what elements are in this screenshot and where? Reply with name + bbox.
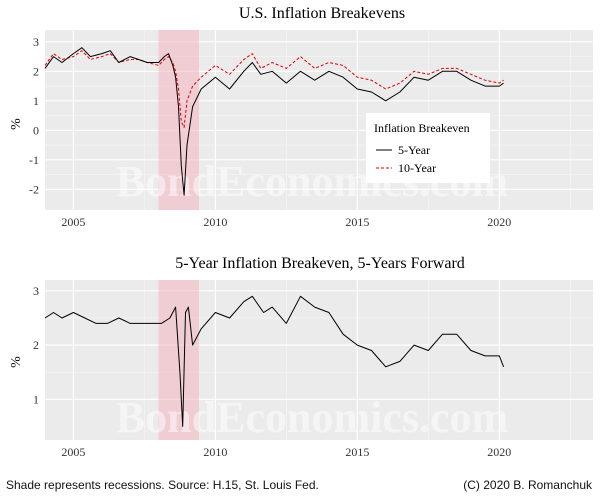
x-tick-label: 2020 (487, 445, 511, 459)
y-tick-label: 2 (33, 338, 39, 352)
y-tick-label: 1 (33, 392, 39, 406)
series-lines (44, 47, 504, 196)
watermark: BondEconomics.com (116, 393, 508, 442)
series-line-breakeven (44, 295, 505, 427)
y-axis-label: % (9, 356, 24, 368)
footer-copyright: (C) 2020 B. Romanchuk (463, 478, 592, 492)
chart-title: U.S. Inflation Breakevens (239, 5, 405, 22)
x-tick-label: 2015 (345, 215, 369, 229)
x-tick-labels: 2005 2010 2015 2020 (61, 445, 511, 459)
y-tick-label: 2 (33, 64, 39, 78)
y-tick-label: 0 (33, 123, 39, 137)
legend: Inflation Breakeven 5-Year 10-Year (366, 113, 490, 183)
chart-title: 5-Year Inflation Breakeven, 5-Years Forw… (175, 255, 465, 272)
series-lines (44, 295, 505, 427)
x-tick-label: 2010 (203, 445, 227, 459)
y-tick-label: 1 (33, 94, 39, 108)
legend-label-5-year: 5-Year (398, 143, 430, 157)
y-axis-label: % (9, 118, 24, 130)
legend-box (366, 113, 490, 183)
x-tick-label: 2010 (203, 215, 227, 229)
y-tick-label: 3 (33, 284, 39, 298)
grid (45, 280, 593, 440)
y-tick-labels: 3 2 1 0 -1 -2 (29, 35, 39, 197)
footer-source-note: Shade represents recessions. Source: H.1… (6, 478, 319, 492)
x-tick-label: 2005 (61, 445, 85, 459)
legend-title: Inflation Breakeven (374, 121, 470, 135)
x-tick-labels: 2005 2010 2015 2020 (61, 215, 511, 229)
legend-label-10-year: 10-Year (398, 161, 436, 175)
plot-panel-2 (45, 280, 593, 440)
grid (45, 30, 593, 210)
y-tick-label: -2 (29, 182, 39, 196)
x-tick-label: 2005 (61, 215, 85, 229)
x-tick-label: 2015 (345, 445, 369, 459)
series-line-5-year (44, 47, 504, 196)
y-tick-labels: 3 2 1 (33, 284, 39, 406)
y-tick-label: -1 (29, 153, 39, 167)
series-line-10-year (44, 50, 504, 128)
y-tick-label: 3 (33, 35, 39, 49)
x-tick-label: 2020 (487, 215, 511, 229)
